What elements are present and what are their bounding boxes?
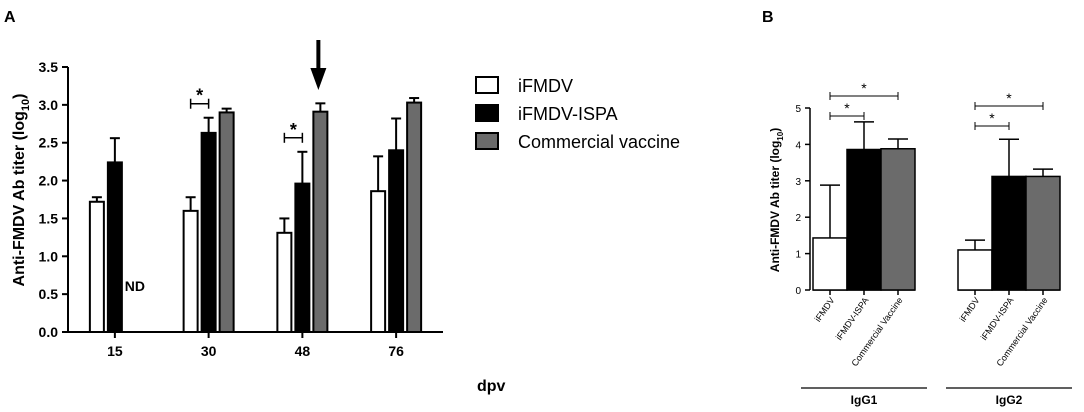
panel-a-bar <box>88 200 105 333</box>
panel-a-bar <box>312 110 329 333</box>
panel-a-label: A <box>4 9 16 26</box>
panel-a-bar <box>294 182 311 333</box>
panel-a-sig-star: * <box>196 86 203 106</box>
panel-a-x-tick-label: 76 <box>388 343 404 359</box>
legend-label: Commercial vaccine <box>518 132 680 152</box>
panel-a-y-tick-label: 1.5 <box>39 210 59 226</box>
panel-a-y-tick-label: 3.5 <box>39 59 59 75</box>
panel-b-sig-star: * <box>1006 90 1012 106</box>
panel-a-y-tick-label: 0.0 <box>39 324 59 340</box>
panel-a-y-tick-label: 2.0 <box>39 173 59 189</box>
panel-b-y-tick-label: 5 <box>795 104 801 115</box>
panel-b-ylabel: Anti-FMDV Ab titer (log10) <box>768 128 785 272</box>
legend-label: iFMDV <box>518 76 573 96</box>
panel-a-bar <box>406 101 423 334</box>
panel-b-y-tick-label: 0 <box>795 286 801 297</box>
panel-b-x-tick-label: iFMDV-ISPA <box>979 295 1016 342</box>
panel-a-bar <box>200 131 217 333</box>
panel-b-label: B <box>762 9 774 26</box>
panel-a-bar <box>106 161 123 333</box>
panel-a-x-tick-label: 30 <box>201 343 217 359</box>
panel-b-x-tick-label: iFMDV <box>958 295 982 323</box>
panel-a-arrow-head <box>310 68 327 90</box>
panel-b-bar <box>812 237 848 291</box>
panel-b-group-label: IgG1 <box>851 393 878 407</box>
panel-b-sig-star: * <box>844 100 850 116</box>
panel-a-bar <box>276 231 293 333</box>
panel-b-x-tick-label: iFMDV <box>813 295 837 323</box>
panel-b-y-tick-label: 1 <box>795 250 801 261</box>
panel-b-y-tick-label: 3 <box>795 177 801 188</box>
panel-b-bar <box>1025 175 1061 291</box>
legend-swatch <box>475 104 499 122</box>
panel-b-sig-star: * <box>989 110 995 126</box>
panel-b-sig-star: * <box>861 80 867 96</box>
legend-label: iFMDV-ISPA <box>518 104 618 124</box>
panel-b-bar <box>957 249 993 291</box>
panel-a-ylabel: Anti-FMDV Ab titer (log10) <box>11 94 32 287</box>
panel-b-y-tick-label: 2 <box>795 213 801 224</box>
legend-swatch <box>475 132 499 150</box>
panel-a-legend: iFMDV iFMDV-ISPA Commercial vaccine <box>475 76 680 152</box>
panel-a-bar <box>370 190 387 333</box>
panel-a-y-tick-label: 3.0 <box>39 97 59 113</box>
panel-a-x-tick-label: 48 <box>295 343 311 359</box>
panel-a-bar <box>218 111 235 333</box>
panel-b-bar <box>991 175 1027 291</box>
panel-b-y-tick-label: 4 <box>795 140 801 151</box>
panel-a-nd-label: ND <box>125 278 145 294</box>
panel-a-bar <box>388 149 405 333</box>
panel-a-xlabel: dpv <box>477 378 506 395</box>
panel-a-x-tick-label: 15 <box>107 343 123 359</box>
panel-b-bar <box>846 148 882 291</box>
legend-swatch <box>475 76 499 94</box>
panel-b-x-tick-label: iFMDV-ISPA <box>834 295 871 342</box>
panel-a-y-tick-label: 0.5 <box>39 286 59 302</box>
panel-a-y-tick-label: 2.5 <box>39 135 59 151</box>
panel-b-group-label: IgG2 <box>996 393 1023 407</box>
panel-a-sig-star: * <box>290 120 297 140</box>
panel-b-bar <box>880 148 916 291</box>
panel-a-plot: 0.0 0.5 1.0 1.5 2.0 2.5 3.0 3.5 15 30 48 76 ND * * <box>39 40 443 359</box>
panel-a-bar <box>182 209 199 334</box>
panel-a-y-tick-label: 1.0 <box>39 248 59 264</box>
